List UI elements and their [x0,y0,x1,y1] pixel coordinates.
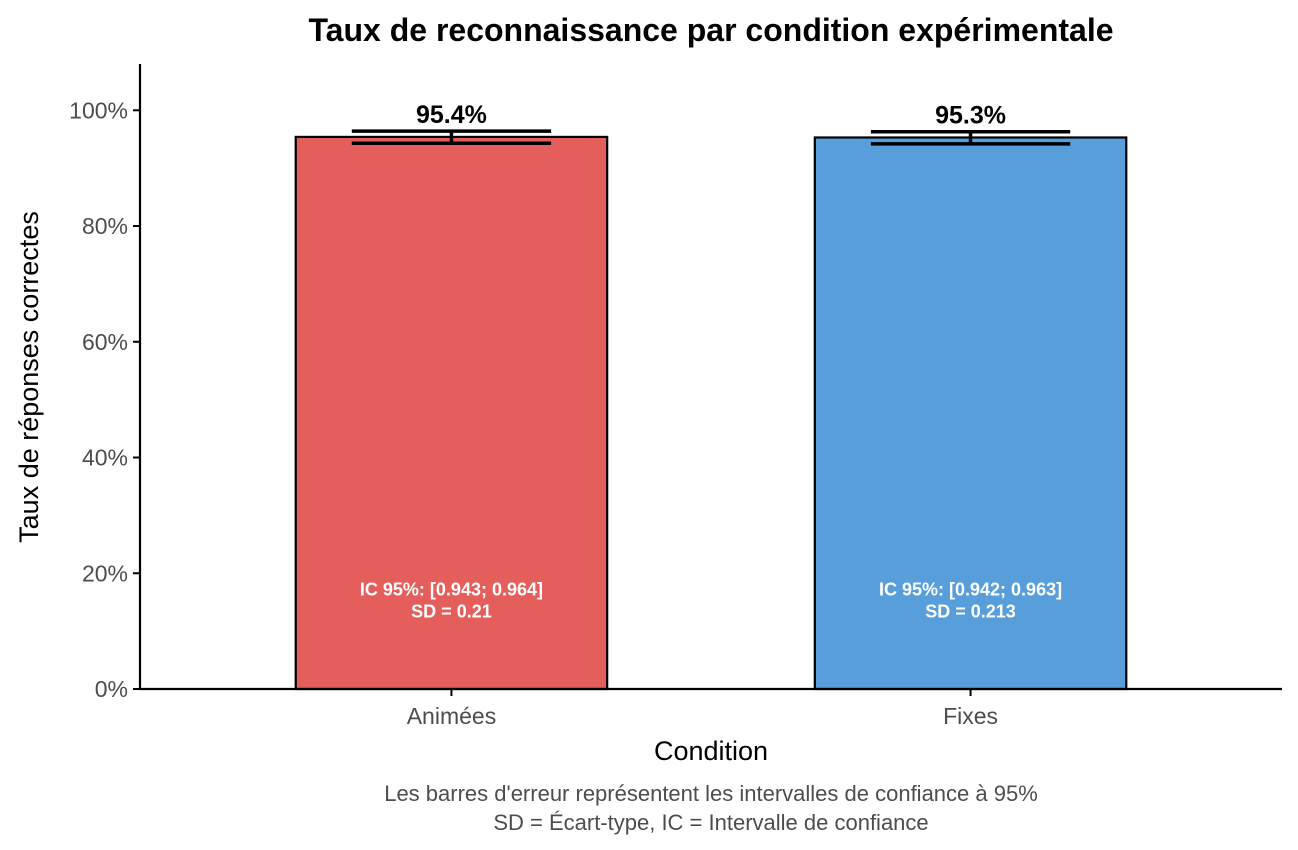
y-tick-label: 20% [82,560,128,586]
y-tick-label: 60% [82,329,128,355]
bar [294,135,609,691]
value-label: 95.3% [935,102,1006,130]
bar [813,136,1128,691]
sd-label: SD = 0.21 [411,601,492,621]
y-axis-title: Taux de réponses correctes [14,211,44,543]
ci-label: IC 95%: [0.942; 0.963] [879,579,1062,599]
chart-title: Taux de reconnaissance par condition exp… [309,12,1114,48]
sd-label: SD = 0.213 [925,601,1016,621]
y-tick-label: 0% [95,676,128,702]
x-tick-label: Fixes [943,703,998,729]
ci-label: IC 95%: [0.943; 0.964] [360,579,543,599]
caption-line-2: SD = Écart-type, IC = Intervalle de conf… [493,810,928,835]
bars: 95.4% IC 95%: [0.943; 0.964]SD = 0.21 95.3… [294,101,1128,691]
y-axis-ticks: 0% 20% 40% 60% 80% 100% [69,97,140,702]
value-label: 95.4% [416,101,487,129]
x-axis-title: Condition [654,736,768,766]
y-tick-label: 100% [69,97,128,123]
y-tick-label: 40% [82,445,128,471]
caption-line-1: Les barres d'erreur représentent les int… [384,781,1038,806]
x-axis-ticks: Animées Fixes [407,689,998,729]
x-tick-label: Animées [407,703,496,729]
y-tick-label: 80% [82,213,128,239]
